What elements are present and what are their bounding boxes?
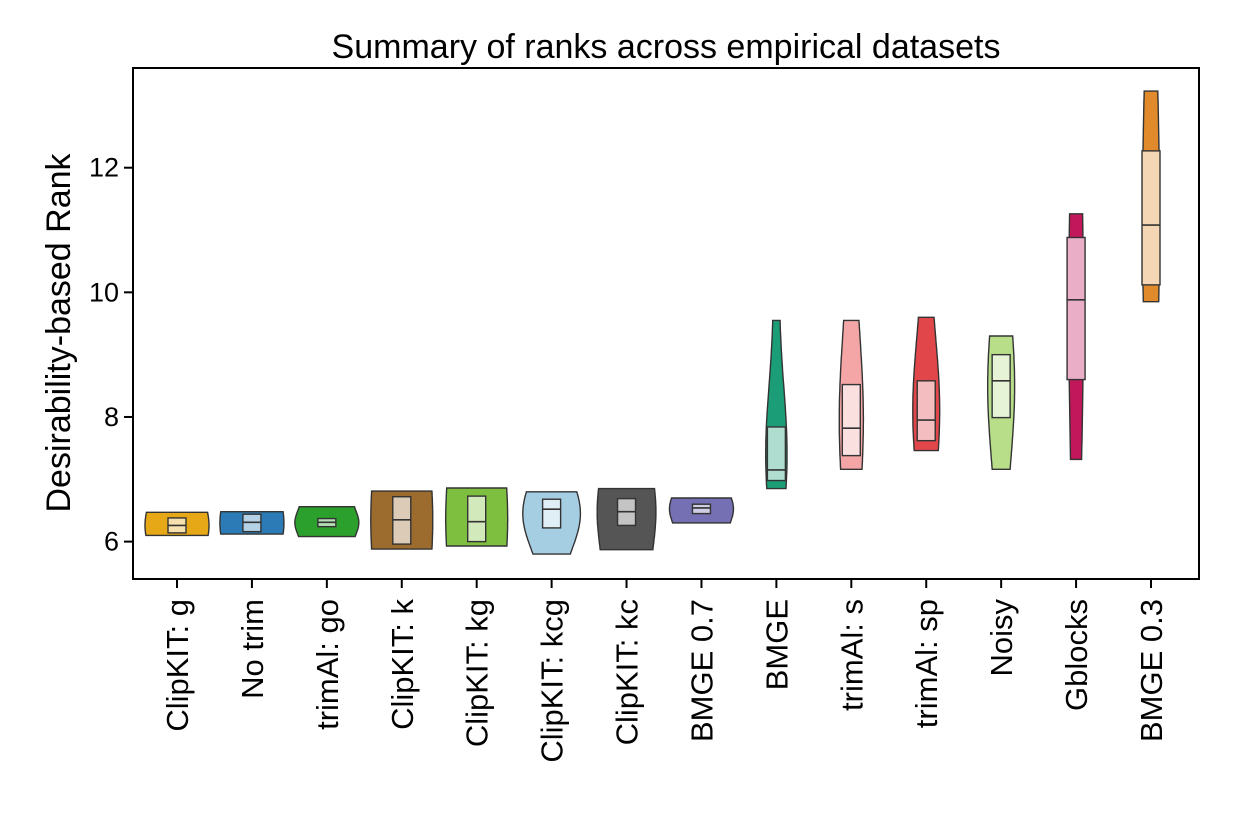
violin-group: [912, 316, 941, 452]
x-tick-label: ClipKIT: k: [385, 599, 420, 730]
violin-group: [668, 497, 735, 524]
violin-group: [765, 319, 788, 490]
iqr-box: [841, 383, 862, 457]
violin-group: [987, 335, 1016, 470]
x-tick-label: trimAl: s: [834, 599, 869, 711]
violins: [144, 90, 1161, 555]
x-tick-label: ClipKIT: kc: [610, 599, 645, 745]
x-tick-label: BMGE 0.3: [1134, 599, 1169, 742]
x-tick-label: ClipKIT: g: [160, 599, 195, 732]
iqr-box: [916, 380, 936, 442]
chart-title: Summary of ranks across empirical datase…: [332, 28, 1001, 66]
iqr-box: [991, 353, 1011, 419]
iqr-box: [541, 498, 562, 529]
y-tick-label: 8: [104, 402, 119, 432]
x-tick-label: ClipKIT: kg: [460, 599, 495, 747]
y-axis-label: Desirability-based Rank: [40, 152, 78, 512]
violin-group: [1066, 213, 1086, 461]
violin-group: [294, 506, 360, 538]
x-tick-label: ClipKIT: kcg: [535, 599, 570, 763]
x-tick-label: No trim: [235, 599, 270, 699]
iqr-box: [1141, 150, 1161, 286]
x-tick-label: trimAl: sp: [909, 599, 944, 728]
iqr-box: [691, 503, 712, 515]
x-tick-label: Gblocks: [1059, 599, 1094, 711]
y-tick-label: 12: [89, 153, 119, 183]
violin-group: [522, 491, 582, 555]
x-tick-label: Noisy: [984, 599, 1019, 677]
x-tick-label: trimAl: go: [310, 599, 345, 730]
violin-group: [596, 487, 657, 551]
violin-group: [838, 319, 865, 470]
violin-group: [370, 490, 434, 550]
violin-group: [1141, 90, 1161, 303]
violin-group: [445, 487, 509, 547]
iqr-box: [766, 426, 787, 482]
x-tick-label: BMGE 0.7: [684, 599, 719, 742]
plot-frame: [132, 67, 1200, 580]
iqr-box: [466, 495, 487, 543]
violin-group: [144, 511, 210, 537]
y-axis: 6 8 10 12: [89, 153, 133, 557]
violin-group: [219, 511, 285, 535]
x-tick-label: BMGE: [759, 599, 794, 690]
iqr-box: [1066, 236, 1086, 381]
y-tick-label: 10: [89, 277, 119, 307]
y-tick-label: 6: [104, 527, 119, 557]
x-axis: ClipKIT: g No trim trimAl: go ClipKIT: k Cli…: [160, 579, 1169, 763]
